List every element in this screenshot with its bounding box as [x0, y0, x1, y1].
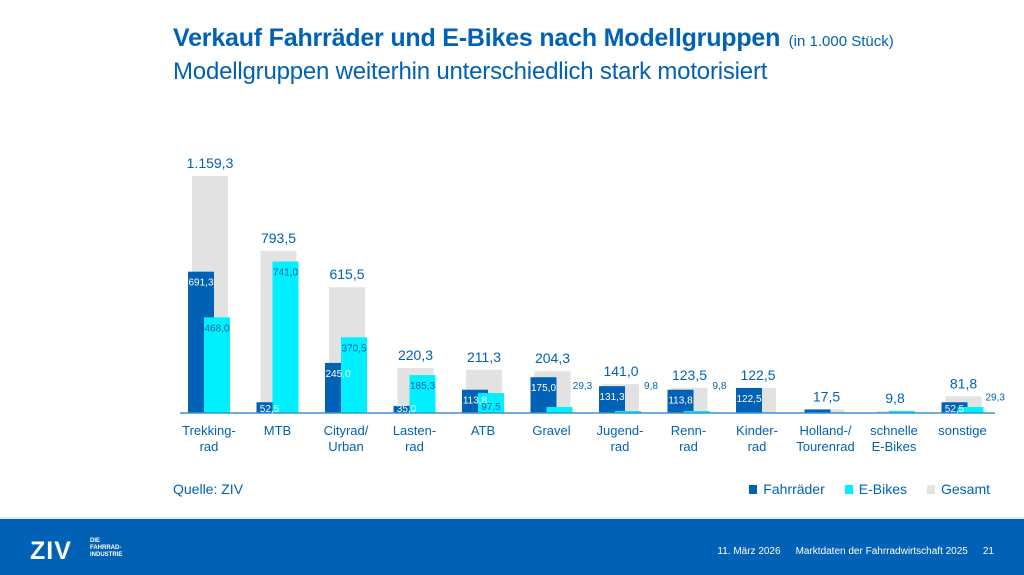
x-tick-label: Tourenrad	[796, 439, 855, 454]
data-label-ebikes: 29,3	[573, 381, 593, 392]
series-ebikes	[204, 261, 984, 413]
data-label-gesamt: 204,3	[535, 350, 570, 366]
data-label-gesamt: 220,3	[398, 347, 433, 363]
legend-label: E-Bikes	[858, 481, 907, 497]
page-number: 21	[982, 546, 994, 557]
data-label-fahrraeder: 35,0	[397, 404, 417, 415]
x-tick-label: Trekking-	[182, 423, 236, 438]
footer-date: 11. März 2026	[717, 546, 781, 557]
chart-title: Verkauf Fahrräder und E-Bikes nach Model…	[173, 24, 894, 53]
x-tick-label: schnelle	[870, 423, 918, 438]
legend-swatch-ebikes	[844, 484, 853, 494]
data-label-gesamt: 1.159,3	[187, 155, 234, 171]
title-main: Verkauf Fahrräder und E-Bikes nach Model…	[173, 24, 781, 52]
x-tick-label: rad	[748, 439, 767, 454]
x-tick-label: E-Bikes	[872, 439, 917, 454]
footer-divider	[0, 517, 1024, 520]
data-label-fahrraeder: 131,3	[599, 392, 624, 403]
bar-fahrraeder	[804, 409, 831, 413]
data-label-gesamt: 9,8	[885, 390, 905, 406]
x-tick-label: Kinder-	[736, 423, 778, 438]
data-label-ebikes: 9,8	[713, 381, 727, 392]
logo-subtitle: DIE FAHRRAD- INDUSTRIE	[90, 538, 122, 559]
x-tick-label: rad	[611, 439, 630, 454]
x-tick-label: rad	[200, 439, 219, 454]
bar-ebikes	[683, 410, 710, 413]
legend: Fahrräder E-Bikes Gesamt	[749, 481, 990, 497]
data-label-ebikes: 185,3	[410, 381, 435, 392]
data-label-fahrraeder: 113,8	[463, 396, 488, 407]
bar-ebikes	[957, 407, 984, 413]
data-label-ebikes: 97,5	[481, 402, 501, 413]
bar-chart: 1.159,3 691,3 468,0 793,5 52,5 741,0 615,5 245,…	[180, 155, 1006, 454]
data-label-ebikes: 468,0	[204, 323, 229, 334]
title-unit: (in 1.000 Stück)	[788, 33, 894, 50]
data-label-fahrraeder: 113,8	[668, 396, 693, 407]
data-label-fahrraeder: 175,0	[531, 383, 556, 394]
x-tick-label: Jugend-	[597, 423, 644, 438]
x-tick-label: Lasten-	[393, 423, 436, 438]
bar-ebikes	[341, 337, 367, 413]
bar-ebikes	[889, 410, 915, 413]
data-label-ebikes: 9,8	[644, 381, 658, 392]
data-label-gesamt: 122,5	[740, 367, 775, 383]
data-label-fahrraeder: 691,3	[188, 278, 213, 289]
logo-sub-line: FAHRRAD-	[90, 545, 122, 551]
data-label-gesamt: 123,5	[672, 367, 707, 383]
data-label-gesamt: 615,5	[329, 266, 364, 282]
bar-fahrraeder	[599, 386, 625, 413]
ziv-logo: ZIV	[30, 537, 72, 565]
x-tick-label: Holland-/	[799, 423, 851, 438]
chart-subtitle: Modellgruppen weiterhin unterschiedlich …	[173, 58, 768, 85]
x-tick-label: rad	[405, 439, 424, 454]
footer-doc-title: Marktdaten der Fahrradwirtschaft 2025	[795, 546, 968, 557]
x-tick-label: Cityrad/	[324, 423, 369, 438]
x-tick-label: Gravel	[532, 423, 570, 438]
source-note: Quelle: ZIV	[173, 481, 244, 497]
x-tick-label: Renn-	[671, 423, 706, 438]
bar-fahrraeder	[941, 402, 968, 413]
data-label-ebikes: 29,3	[986, 392, 1006, 403]
data-label-gesamt: 793,5	[261, 230, 296, 246]
logo-sub-line: DIE	[90, 538, 101, 544]
bar-fahrraeder	[667, 389, 694, 413]
bar-ebikes	[272, 261, 299, 413]
legend-label: Fahrräder	[763, 481, 825, 497]
x-tick-label: Urban	[328, 439, 363, 454]
legend-item-ebikes: E-Bikes	[844, 481, 907, 497]
bar-ebikes	[615, 410, 641, 413]
data-label-gesamt: 211,3	[467, 349, 501, 365]
data-label-fahrraeder: 245,0	[325, 369, 350, 380]
bar-ebikes	[409, 375, 436, 413]
data-label-fahrraeder: 52,5	[260, 404, 280, 415]
bar-fahrraeder	[256, 402, 283, 413]
data-label-fahrraeder: 52,5	[945, 404, 965, 415]
legend-label: Gesamt	[940, 481, 990, 497]
footer-bar	[0, 519, 1024, 575]
bar-fahrraeder	[736, 387, 762, 413]
legend-swatch-gesamt	[926, 484, 935, 494]
legend-swatch-fahrraeder	[749, 484, 758, 494]
logo-sub-line: INDUSTRIE	[90, 552, 123, 558]
bar-ebikes	[478, 393, 504, 413]
data-label-gesamt: 141,0	[603, 363, 638, 379]
bar-ebikes	[546, 407, 573, 413]
x-tick-label: MTB	[264, 423, 291, 438]
x-tick-label: sonstige	[938, 423, 986, 438]
data-label-ebikes: 741,0	[273, 268, 298, 279]
data-label-ebikes: 370,5	[341, 343, 366, 354]
legend-item-gesamt: Gesamt	[926, 481, 990, 497]
legend-item-fahrraeder: Fahrräder	[749, 481, 825, 497]
data-label-gesamt: 81,8	[950, 375, 977, 391]
bar-ebikes	[204, 317, 230, 413]
bar-fahrraeder	[393, 405, 420, 413]
x-tick-label: ATB	[471, 423, 495, 438]
x-tick-label: rad	[679, 439, 698, 454]
data-label-fahrraeder: 122,5	[736, 394, 761, 405]
footer-info: 11. März 2026 Marktdaten der Fahrradwirt…	[717, 546, 994, 557]
data-label-gesamt: 17,5	[813, 388, 840, 404]
series-gesamt	[192, 176, 982, 413]
